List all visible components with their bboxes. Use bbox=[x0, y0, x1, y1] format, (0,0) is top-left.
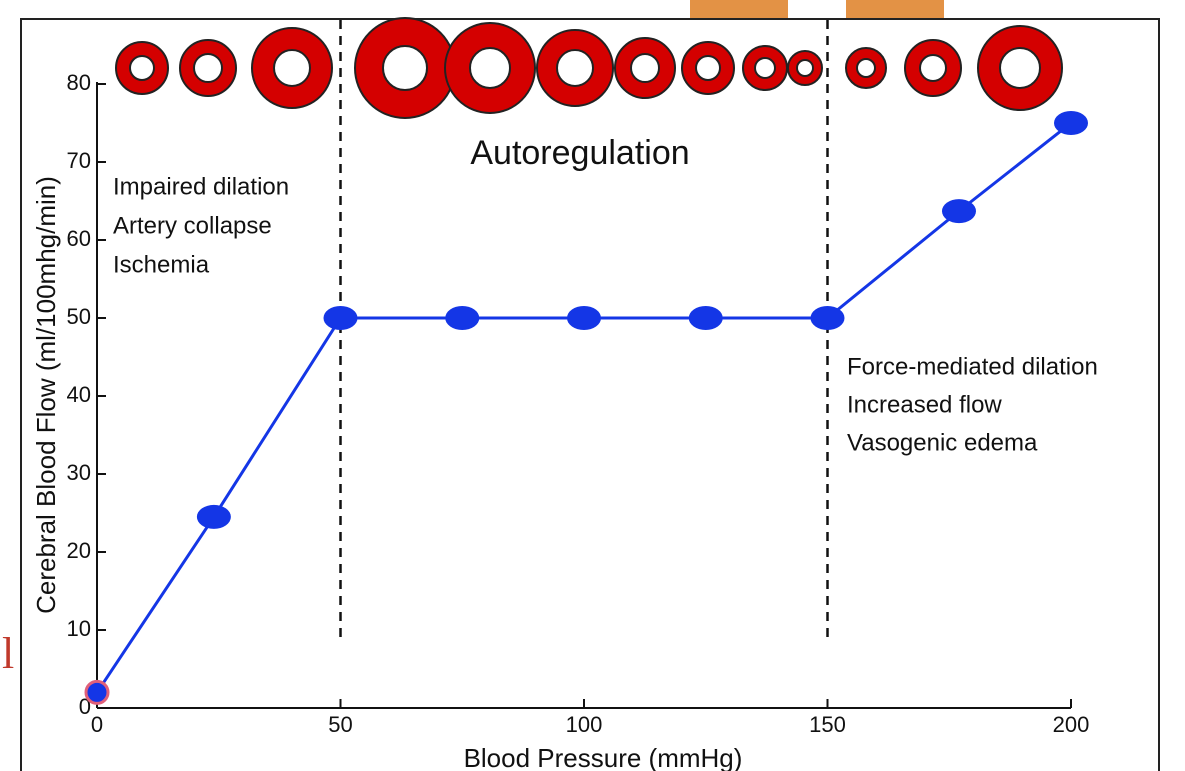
data-point bbox=[86, 681, 108, 703]
slide-decoration bbox=[846, 0, 944, 18]
y-tick-label: 10 bbox=[67, 616, 91, 641]
data-point bbox=[197, 505, 231, 529]
x-tick-label: 50 bbox=[328, 712, 352, 737]
vessel-lumen bbox=[755, 58, 775, 78]
annotation: Ischemia bbox=[113, 251, 210, 278]
annotation: Increased flow bbox=[847, 391, 1002, 418]
vessel-rings bbox=[116, 18, 1062, 118]
y-tick-label: 80 bbox=[67, 70, 91, 95]
slide-decoration bbox=[690, 0, 788, 18]
vessel-lumen bbox=[920, 55, 946, 81]
vessel-lumen bbox=[797, 60, 813, 76]
chart: l Autoregulation Cerebral Blood Flow (ml… bbox=[0, 0, 1185, 771]
x-tick-label: 100 bbox=[566, 712, 603, 737]
slide-fragment: l bbox=[2, 629, 14, 678]
annotation: Artery collapse bbox=[113, 212, 272, 239]
y-tick-label: 20 bbox=[67, 538, 91, 563]
data-point bbox=[811, 306, 845, 330]
x-tick-label: 200 bbox=[1053, 712, 1090, 737]
data-point bbox=[942, 199, 976, 223]
annotation: Vasogenic edema bbox=[847, 429, 1038, 456]
annotation: Force-mediated dilation bbox=[847, 353, 1098, 380]
x-axis-label: Blood Pressure (mmHg) bbox=[464, 743, 743, 771]
y-axis-label: Cerebral Blood Flow (ml/100mhg/min) bbox=[31, 176, 61, 614]
y-tick-label: 70 bbox=[67, 148, 91, 173]
data-point bbox=[1054, 111, 1088, 135]
y-tick-label: 60 bbox=[67, 226, 91, 251]
y-tick-label: 40 bbox=[67, 382, 91, 407]
vessel-lumen bbox=[557, 50, 593, 86]
y-tick-label: 30 bbox=[67, 460, 91, 485]
vessel-lumen bbox=[383, 46, 427, 90]
annotation: Impaired dilation bbox=[113, 173, 289, 200]
vessel-lumen bbox=[1000, 48, 1040, 88]
y-tick-label: 50 bbox=[67, 304, 91, 329]
vessel-lumen bbox=[470, 48, 510, 88]
vessel-lumen bbox=[857, 59, 875, 77]
data-point bbox=[689, 306, 723, 330]
vessel-lumen bbox=[194, 54, 222, 82]
vessel-lumen bbox=[631, 54, 659, 82]
annotation: Autoregulation bbox=[470, 134, 689, 172]
vessel-lumen bbox=[274, 50, 310, 86]
data-point bbox=[567, 306, 601, 330]
vessel-lumen bbox=[130, 56, 154, 80]
data-point bbox=[445, 306, 479, 330]
vessel-lumen bbox=[696, 56, 720, 80]
x-tick-label: 150 bbox=[809, 712, 846, 737]
x-tick-label: 0 bbox=[91, 712, 103, 737]
data-point bbox=[324, 306, 358, 330]
